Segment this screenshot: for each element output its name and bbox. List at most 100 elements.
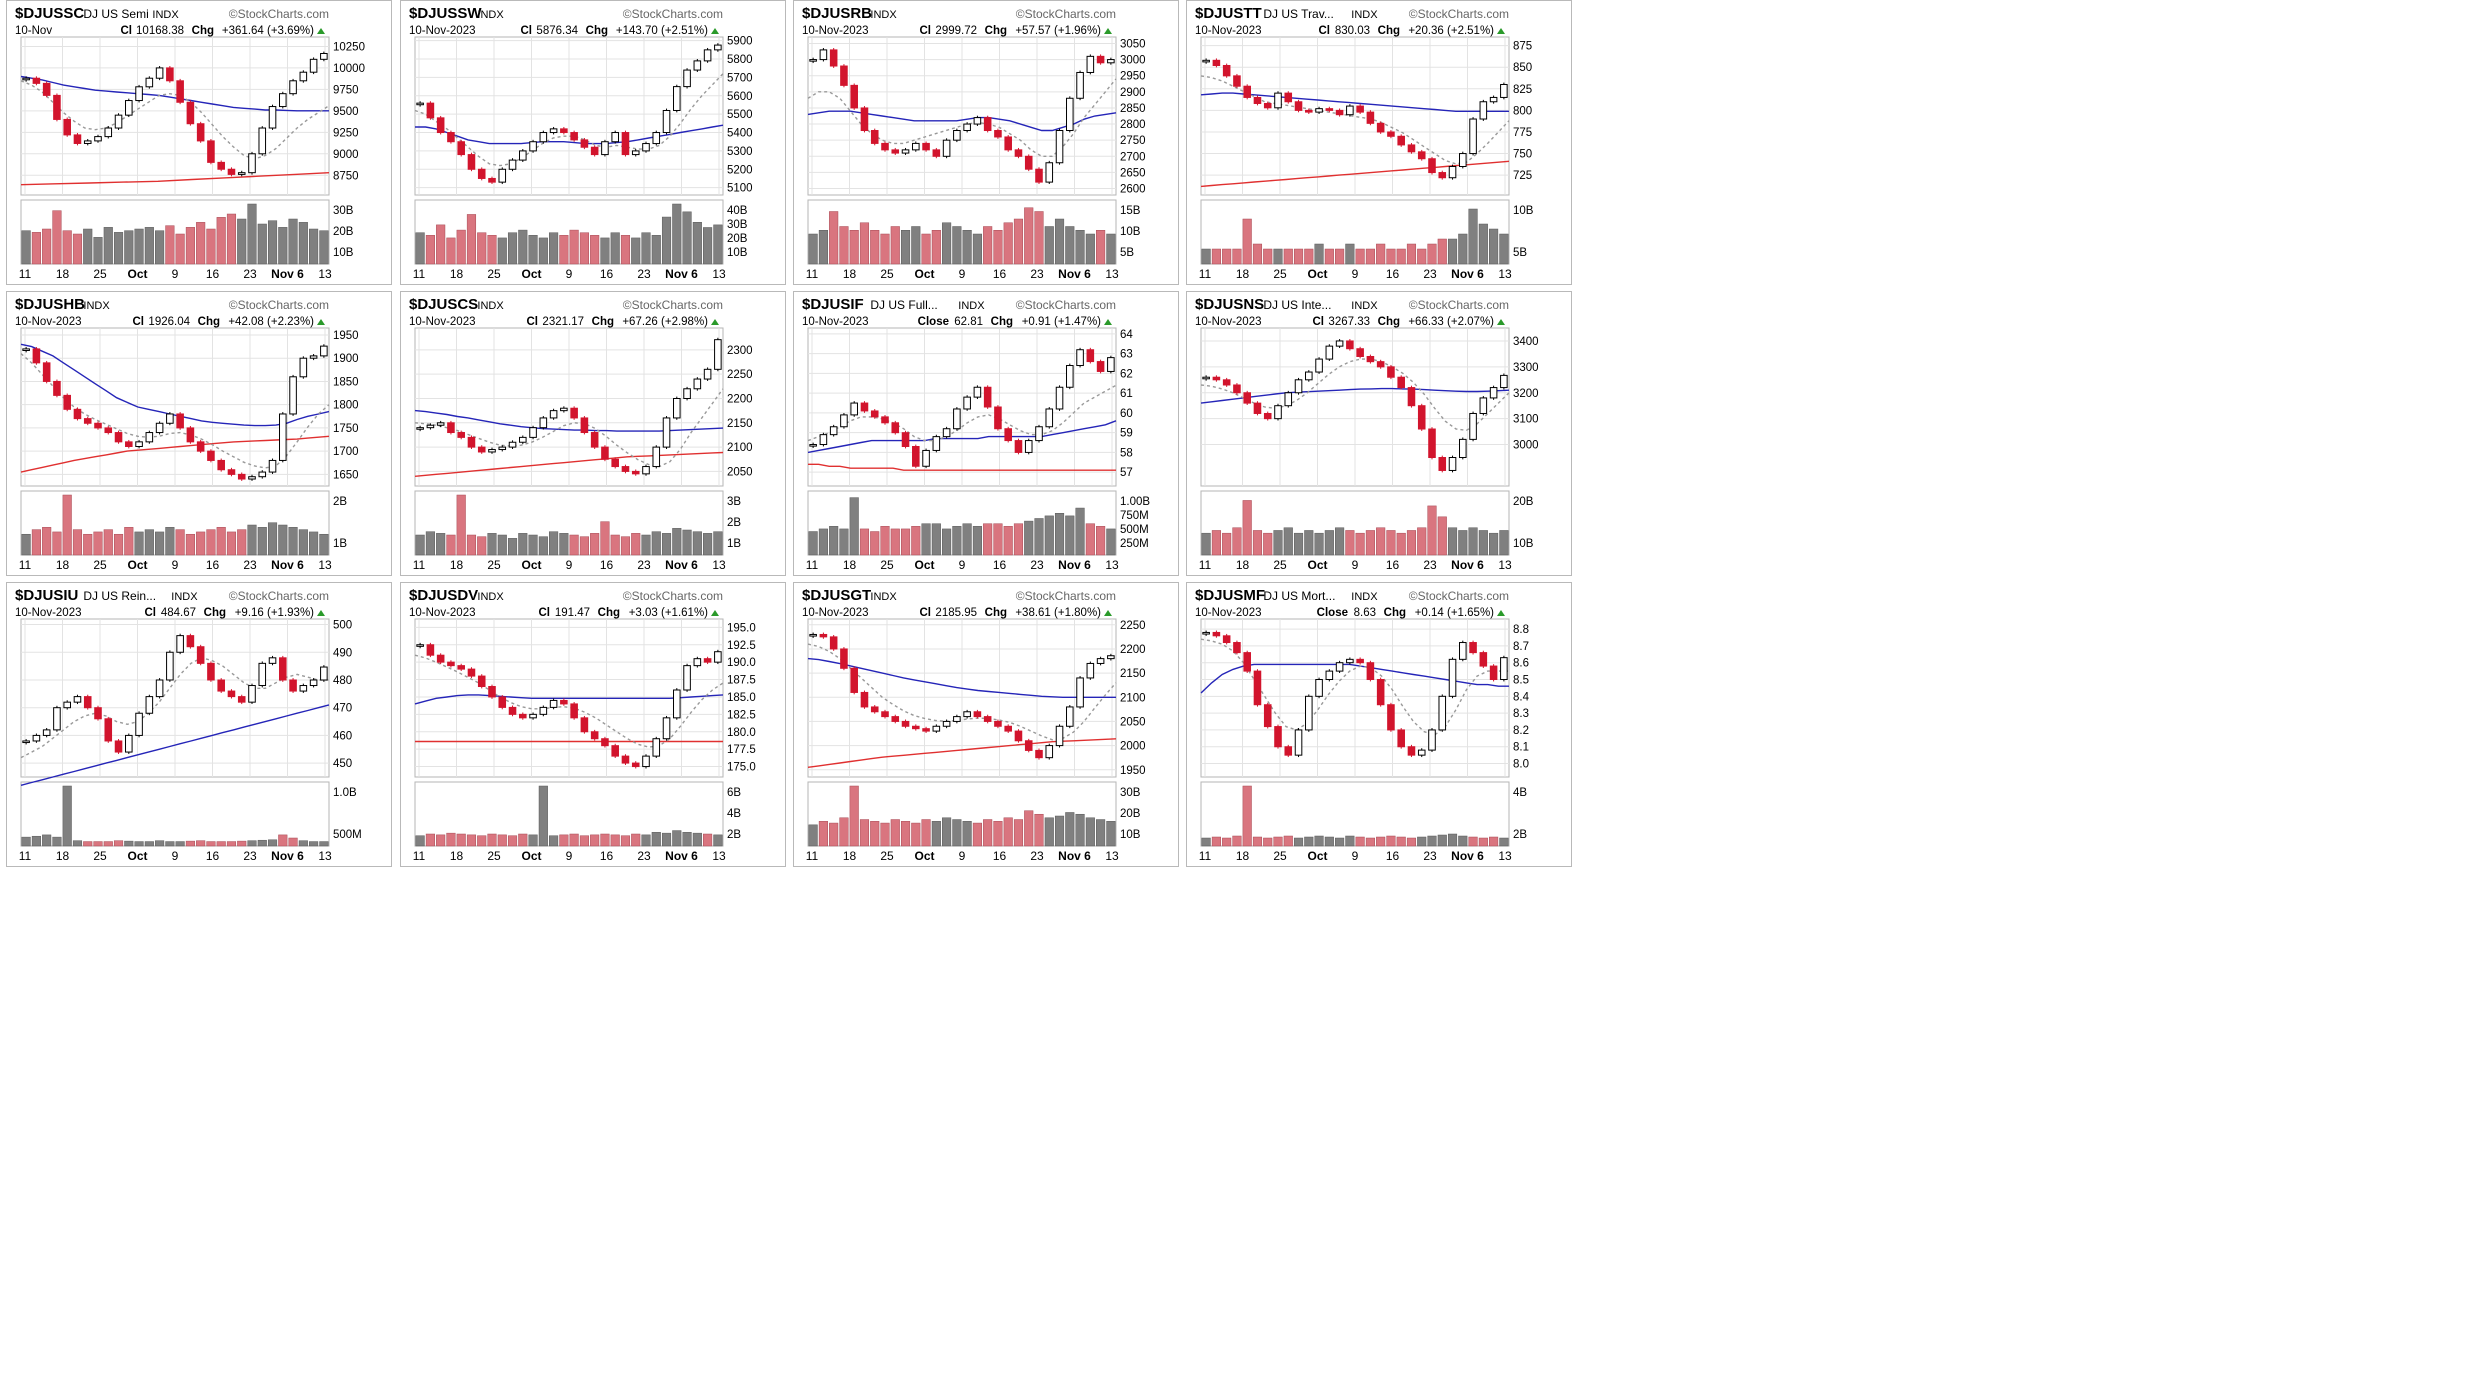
moving-average-200-line bbox=[1200, 160, 1510, 188]
candlestick bbox=[508, 705, 517, 717]
candlestick bbox=[973, 115, 982, 126]
candlestick bbox=[1407, 385, 1416, 408]
volume-bar bbox=[600, 237, 610, 265]
volume-bar bbox=[1396, 532, 1406, 556]
x-tick-label: 9 bbox=[1352, 558, 1359, 572]
candlestick bbox=[1045, 160, 1054, 184]
change-label: Chg bbox=[586, 25, 608, 37]
volume-bar bbox=[237, 840, 247, 847]
volume-bar bbox=[1222, 248, 1232, 265]
x-tick-label: 18 bbox=[1236, 849, 1250, 863]
candlestick bbox=[1479, 396, 1488, 416]
candlestick bbox=[590, 145, 599, 157]
candlestick bbox=[870, 705, 879, 714]
y-tick-label: 480 bbox=[333, 675, 352, 687]
stockcharts-watermark: ©StockCharts.com bbox=[1016, 7, 1116, 21]
chart-panel[interactable]: $DJUSDV INDX ©StockCharts.com 10-Nov-2023 +3… bbox=[400, 582, 786, 867]
volume-plot-frame bbox=[807, 490, 1117, 556]
candlestick bbox=[508, 158, 517, 172]
y-tick-label: 2050 bbox=[1120, 716, 1146, 728]
volume-bar bbox=[216, 217, 226, 265]
chart-symbol: $DJUSTT bbox=[1195, 5, 1262, 22]
y-tick-label: 180.0 bbox=[727, 727, 756, 739]
volume-bar bbox=[436, 224, 446, 265]
chart-panel[interactable]: $DJUSMF DJ US Mort... INDX ©StockCharts.com… bbox=[1186, 582, 1572, 867]
volume-bar bbox=[672, 528, 682, 556]
candlestick bbox=[570, 406, 578, 420]
candlestick bbox=[1294, 377, 1303, 395]
candlestick bbox=[176, 412, 184, 430]
chart-panel[interactable]: $DJUSGT INDX ©StockCharts.com 10-Nov-2023 +3… bbox=[793, 582, 1179, 867]
candlestick bbox=[299, 356, 308, 379]
candlestick bbox=[416, 101, 424, 107]
x-tick-label: 11 bbox=[413, 558, 426, 572]
candlestick bbox=[1243, 650, 1251, 674]
volume-bar bbox=[1242, 218, 1252, 265]
volume-bar bbox=[31, 835, 41, 847]
candlestick bbox=[1035, 748, 1043, 760]
y-tick-label: 2700 bbox=[1120, 151, 1146, 163]
volume-bar bbox=[237, 529, 247, 556]
y-tick-label: 775 bbox=[1513, 127, 1532, 139]
chart-panel[interactable]: $DJUSCS INDX ©StockCharts.com 10-Nov-2023 +6… bbox=[400, 291, 786, 576]
volume-bar bbox=[425, 833, 435, 847]
chart-panel[interactable]: $DJUSIF DJ US Full... INDX ©StockCharts.com… bbox=[793, 291, 1179, 576]
volume-bar bbox=[1273, 836, 1283, 847]
volume-bar bbox=[113, 533, 124, 556]
x-tick-label: 11 bbox=[1199, 849, 1212, 863]
volume-bar bbox=[983, 226, 993, 265]
candlestick bbox=[932, 147, 941, 159]
volume-bar bbox=[21, 836, 31, 847]
candlestick bbox=[1305, 694, 1313, 732]
chart-panel[interactable]: $DJUSNS DJ US Inte... INDX ©StockCharts.com… bbox=[1186, 291, 1572, 576]
candlestick bbox=[258, 661, 267, 688]
x-tick-label: Oct bbox=[914, 849, 934, 863]
volume-bar bbox=[124, 840, 134, 847]
volume-bar bbox=[52, 210, 62, 265]
candlestick bbox=[135, 711, 143, 738]
y-tick-label: 460 bbox=[333, 730, 352, 742]
candlestick bbox=[891, 420, 900, 435]
candlestick bbox=[973, 385, 982, 400]
volume-bar bbox=[185, 227, 195, 265]
candlestick bbox=[683, 68, 691, 89]
candlestick bbox=[850, 401, 858, 417]
volume-bar bbox=[713, 224, 723, 265]
candlestick bbox=[1086, 54, 1095, 75]
candlestick bbox=[840, 64, 848, 88]
volume-bar bbox=[1355, 836, 1365, 847]
volume-tick-label: 750M bbox=[1120, 510, 1149, 522]
candlestick bbox=[1284, 390, 1293, 408]
x-tick-label: 18 bbox=[843, 558, 857, 572]
up-arrow-icon bbox=[1104, 610, 1112, 616]
y-tick-label: 61 bbox=[1120, 388, 1133, 400]
volume-bar bbox=[1304, 530, 1314, 556]
moving-average-200-line bbox=[20, 172, 330, 186]
y-tick-label: 195.0 bbox=[727, 622, 756, 634]
volume-tick-label: 20B bbox=[727, 233, 748, 245]
candlestick bbox=[829, 634, 838, 651]
x-tick-label: Oct bbox=[914, 267, 934, 281]
candlestick bbox=[819, 48, 828, 62]
volume-bar bbox=[651, 531, 661, 556]
chart-panel[interactable]: $DJUSRB INDX ©StockCharts.com 10-Nov-2023 +5… bbox=[793, 0, 1179, 285]
candlestick bbox=[53, 379, 61, 398]
change-label: Chg bbox=[1378, 316, 1400, 328]
y-tick-label: 2800 bbox=[1120, 119, 1146, 131]
chart-panel[interactable]: $DJUSTT DJ US Trav... INDX ©StockCharts.com… bbox=[1186, 0, 1572, 285]
candlestick bbox=[237, 472, 246, 481]
chart-panel[interactable]: $DJUSSW INDX ©StockCharts.com 10-Nov-2023 +1… bbox=[400, 0, 786, 285]
volume-bar bbox=[487, 533, 497, 556]
volume-bar bbox=[62, 785, 72, 847]
candlestick bbox=[590, 729, 599, 741]
x-tick-label: 25 bbox=[880, 267, 894, 281]
volume-bar bbox=[1365, 248, 1375, 265]
chart-panel[interactable]: $DJUSHB INDX ©StockCharts.com 10-Nov-2023 +4… bbox=[6, 291, 392, 576]
y-tick-label: 800 bbox=[1513, 105, 1532, 117]
chart-panel[interactable]: $DJUSSC DJ US Semi INDX ©StockCharts.com 10-… bbox=[6, 0, 392, 285]
candlestick bbox=[477, 674, 486, 689]
chart-panel[interactable]: $DJUSIU DJ US Rein... INDX ©StockCharts.com… bbox=[6, 582, 392, 867]
y-tick-label: 1650 bbox=[333, 469, 359, 481]
candlestick bbox=[549, 408, 558, 420]
volume-bar bbox=[682, 832, 692, 847]
